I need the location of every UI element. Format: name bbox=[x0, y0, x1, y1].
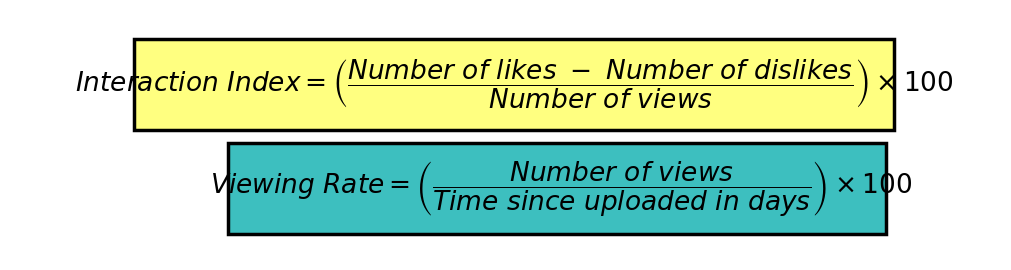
FancyBboxPatch shape bbox=[134, 39, 894, 130]
Text: $\mathit{Viewing\ Rate} = \left(\dfrac{\mathit{Number\ of\ views}}{\mathit{Time\: $\mathit{Viewing\ Rate} = \left(\dfrac{\… bbox=[210, 159, 913, 218]
Text: $\mathit{Interaction\ Index} = \left(\dfrac{\mathit{Number\ of\ likes\ -\ Number: $\mathit{Interaction\ Index} = \left(\df… bbox=[75, 57, 953, 110]
FancyBboxPatch shape bbox=[228, 143, 887, 234]
